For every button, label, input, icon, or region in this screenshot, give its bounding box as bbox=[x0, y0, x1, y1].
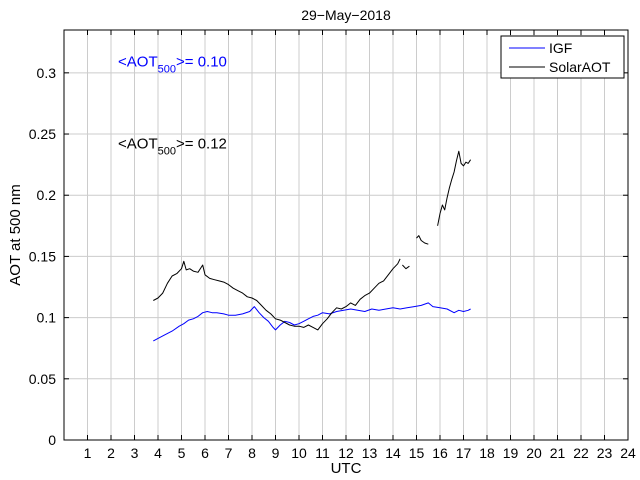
y-tick-label: 0.3 bbox=[37, 65, 57, 81]
x-tick-label: 3 bbox=[131, 445, 139, 461]
x-tick-label: 12 bbox=[338, 445, 354, 461]
annotation-subscript: 500 bbox=[158, 64, 176, 76]
x-tick-label: 18 bbox=[479, 445, 495, 461]
series-solaraot bbox=[153, 150, 472, 331]
y-tick-label: 0 bbox=[48, 432, 56, 448]
x-tick-label: 7 bbox=[225, 445, 233, 461]
legend-label-igf: IGF bbox=[549, 40, 572, 56]
x-tick-label: 1 bbox=[84, 445, 92, 461]
annotation-value: >= 0.10 bbox=[176, 54, 227, 71]
chart-title: 29−May−2018 bbox=[301, 7, 391, 23]
y-axis-label: AOT at 500 nm bbox=[7, 184, 24, 285]
x-tick-label: 21 bbox=[550, 445, 566, 461]
aot-mean-annotation: <AOT500>= 0.12 bbox=[118, 136, 227, 158]
x-tick-label: 16 bbox=[432, 445, 448, 461]
series-layer bbox=[153, 150, 472, 342]
x-tick-label: 19 bbox=[503, 445, 519, 461]
annotation-prefix: <AOT bbox=[118, 54, 158, 71]
x-tick-label: 10 bbox=[291, 445, 307, 461]
x-tick-label: 8 bbox=[248, 445, 256, 461]
x-tick-label: 6 bbox=[201, 445, 209, 461]
x-tick-label: 20 bbox=[526, 445, 542, 461]
aot-mean-annotation: <AOT500>= 0.10 bbox=[118, 54, 227, 76]
legend-label-solaraot: SolarAOT bbox=[549, 59, 611, 75]
series-line-solaraot bbox=[437, 150, 472, 226]
x-tick-label: 4 bbox=[154, 445, 162, 461]
annotation-value: >= 0.12 bbox=[176, 136, 227, 153]
legend: IGF SolarAOT bbox=[500, 35, 625, 79]
y-tick-label: 0.05 bbox=[29, 371, 56, 387]
series-line-solaraot bbox=[416, 235, 429, 245]
x-tick-label: 15 bbox=[409, 445, 425, 461]
x-tick-label: 2 bbox=[107, 445, 115, 461]
x-tick-label: 24 bbox=[620, 445, 636, 461]
annotation-prefix: <AOT bbox=[118, 136, 158, 153]
legend-box bbox=[500, 35, 625, 79]
series-line-solaraot bbox=[153, 258, 401, 331]
series-line-igf bbox=[153, 302, 471, 342]
series-igf bbox=[153, 302, 471, 342]
x-axis-label: UTC bbox=[331, 460, 362, 477]
annotations: <AOT500>= 0.10<AOT500>= 0.12 bbox=[118, 54, 227, 158]
series-line-solaraot bbox=[402, 264, 410, 270]
x-tick-label: 13 bbox=[362, 445, 378, 461]
grid-lines bbox=[64, 30, 629, 441]
y-tick-label: 0.1 bbox=[37, 310, 57, 326]
x-tick-label: 5 bbox=[178, 445, 186, 461]
y-tick-label: 0.2 bbox=[37, 187, 57, 203]
x-tick-label: 17 bbox=[456, 445, 472, 461]
axis-ticks: 1 2 3 4 5 6 7 8 9 10 11 12 13 14 15 16 17 18 19 20 21 22 23 240… bbox=[29, 30, 636, 461]
x-tick-label: 22 bbox=[573, 445, 589, 461]
annotation-subscript: 500 bbox=[158, 146, 176, 158]
y-tick-label: 0.25 bbox=[29, 126, 56, 142]
x-tick-label: 11 bbox=[315, 445, 330, 461]
x-tick-label: 23 bbox=[597, 445, 613, 461]
x-tick-label: 9 bbox=[272, 445, 280, 461]
x-tick-label: 14 bbox=[385, 445, 401, 461]
y-tick-label: 0.15 bbox=[29, 248, 56, 264]
